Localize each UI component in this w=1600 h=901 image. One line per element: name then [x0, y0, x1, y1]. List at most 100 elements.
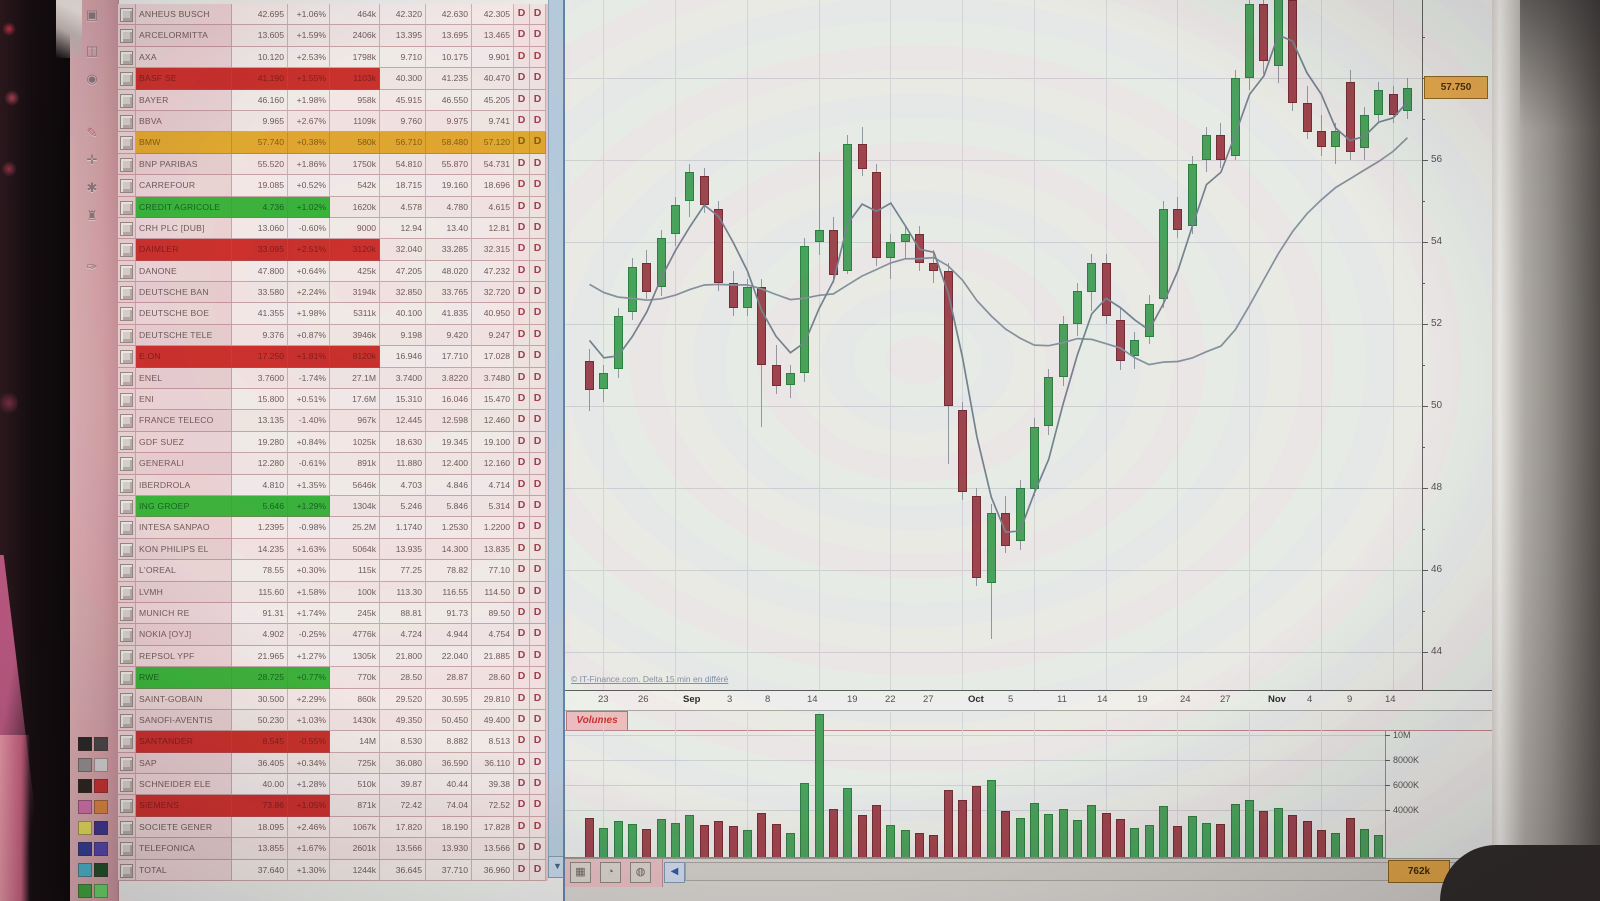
row-edit-icon[interactable]	[118, 688, 136, 710]
table-row[interactable]: ANHEUS BUSCH 42.695 +1.06% 464k 42.320 42.630…	[118, 4, 548, 26]
table-row[interactable]: TELEFONICA 13.855 +1.67% 2601k 13.566 13.930 1…	[118, 838, 548, 860]
row-edit-icon[interactable]	[118, 709, 136, 732]
color-swatch[interactable]	[78, 863, 92, 877]
expand-arrow-icon[interactable]: D	[530, 517, 546, 539]
expand-arrow-icon[interactable]: D	[514, 752, 530, 775]
globe-icon[interactable]: ◉	[86, 71, 98, 86]
row-edit-icon[interactable]	[118, 346, 136, 368]
expand-arrow-icon[interactable]: D	[530, 410, 546, 432]
expand-arrow-icon[interactable]: D	[514, 303, 530, 325]
table-row[interactable]: BAYER 46.160 +1.98% 958k 45.915 46.550 45.205 D…	[118, 89, 548, 111]
expand-arrow-icon[interactable]: D	[530, 453, 546, 475]
expand-arrow-icon[interactable]: D	[530, 431, 546, 454]
expand-arrow-icon[interactable]: D	[530, 624, 546, 646]
color-swatch[interactable]	[94, 842, 108, 856]
expand-arrow-icon[interactable]: D	[514, 431, 530, 454]
color-swatch[interactable]	[94, 863, 108, 877]
crosshair-icon[interactable]: ✛	[86, 152, 98, 167]
color-swatch[interactable]	[78, 758, 92, 772]
color-swatch[interactable]	[94, 884, 108, 898]
expand-arrow-icon[interactable]: D	[514, 688, 530, 710]
table-row[interactable]: MUNICH RE 91.31 +1.74% 245k 88.81 91.73 89.50 D…	[118, 602, 548, 625]
table-row[interactable]: SAINT-GOBAIN 30.500 +2.29% 860k 29.520 30.595…	[118, 688, 548, 710]
expand-arrow-icon[interactable]: D	[514, 110, 530, 133]
clock-icon[interactable]: ◔	[600, 862, 621, 883]
table-row[interactable]: DAIMLER 33.095 +2.51% 3120k 32.040 33.285 32.3…	[118, 239, 548, 261]
row-edit-icon[interactable]	[118, 132, 136, 154]
expand-arrow-icon[interactable]: D	[530, 389, 546, 411]
scroll-left-button[interactable]: ◀	[664, 862, 685, 883]
expand-arrow-icon[interactable]: D	[530, 688, 546, 710]
expand-arrow-icon[interactable]: D	[530, 4, 546, 26]
table-row[interactable]: SOCIETE GENER 18.095 +2.46% 1067k 17.820 18.1…	[118, 816, 548, 839]
expand-arrow-icon[interactable]: D	[514, 389, 530, 411]
color-swatch[interactable]	[78, 779, 92, 793]
expand-arrow-icon[interactable]: D	[530, 260, 546, 283]
table-row[interactable]: LVMH 115.60 +1.58% 100k 113.30 116.55 114.50 D D	[118, 581, 548, 603]
table-row[interactable]: E.ON 17.250 +1.81% 8120k 16.946 17.710 17.028 D…	[118, 346, 548, 368]
expand-arrow-icon[interactable]: D	[530, 495, 546, 518]
expand-arrow-icon[interactable]: D	[530, 217, 546, 240]
expand-arrow-icon[interactable]: D	[530, 324, 546, 347]
table-row[interactable]: DEUTSCHE TELE 9.376 +0.87% 3946k 9.198 9.420 9…	[118, 324, 548, 347]
hand-icon[interactable]: ✑	[86, 259, 98, 274]
color-swatch[interactable]	[78, 800, 92, 814]
color-swatch[interactable]	[94, 758, 108, 772]
expand-arrow-icon[interactable]: D	[530, 367, 546, 390]
row-edit-icon[interactable]	[118, 795, 136, 817]
expand-arrow-icon[interactable]: D	[514, 68, 530, 90]
pencil-icon[interactable]: ✎	[86, 125, 98, 140]
row-edit-icon[interactable]	[118, 389, 136, 411]
color-swatch[interactable]	[94, 821, 108, 835]
expand-arrow-icon[interactable]: D	[530, 667, 546, 689]
row-edit-icon[interactable]	[118, 517, 136, 539]
expand-arrow-icon[interactable]: D	[514, 774, 530, 796]
row-edit-icon[interactable]	[118, 431, 136, 454]
table-row[interactable]: SIEMENS 73.86 +1.05% 871k 72.42 74.04 72.52 D D	[118, 795, 548, 817]
expand-arrow-icon[interactable]: D	[530, 538, 546, 561]
expand-arrow-icon[interactable]: D	[530, 89, 546, 111]
row-edit-icon[interactable]	[118, 453, 136, 475]
expand-arrow-icon[interactable]: D	[514, 196, 530, 218]
expand-arrow-icon[interactable]: D	[530, 581, 546, 603]
expand-arrow-icon[interactable]: D	[530, 110, 546, 133]
table-row[interactable]: GENERALI 12.280 -0.61% 891k 11.880 12.400 12.1…	[118, 453, 548, 475]
expand-arrow-icon[interactable]: D	[514, 816, 530, 839]
row-edit-icon[interactable]	[118, 645, 136, 668]
table-row[interactable]: AXA 10.120 +2.53% 1798k 9.710 10.175 9.901 D D	[118, 46, 548, 69]
table-row[interactable]: GDF SUEZ 19.280 +0.84% 1025k 18.630 19.345 19.…	[118, 431, 548, 454]
table-row[interactable]: TOTAL 37.640 +1.30% 1244k 36.645 37.710 36.960…	[118, 859, 548, 882]
expand-arrow-icon[interactable]: D	[530, 175, 546, 197]
expand-arrow-icon[interactable]: D	[514, 667, 530, 689]
color-swatch[interactable]	[94, 800, 108, 814]
expand-arrow-icon[interactable]: D	[514, 838, 530, 860]
table-row[interactable]: SANOFI-AVENTIS 50.230 +1.03% 1430k 49.350 50.…	[118, 709, 548, 732]
window-icon[interactable]: ▣	[85, 7, 99, 22]
table-row[interactable]: RWE 28.725 +0.77% 770k 28.50 28.87 28.60 D D	[118, 667, 548, 689]
color-swatch[interactable]	[78, 821, 92, 835]
color-swatch[interactable]	[94, 737, 108, 751]
expand-arrow-icon[interactable]: D	[530, 709, 546, 732]
row-edit-icon[interactable]	[118, 495, 136, 518]
expand-arrow-icon[interactable]: D	[514, 46, 530, 69]
row-edit-icon[interactable]	[118, 367, 136, 390]
table-row[interactable]: ENEL 3.7600 -1.74% 27.1M 3.7400 3.8220 3.7480 D…	[118, 367, 548, 390]
table-row[interactable]: IBERDROLA 4.810 +1.35% 5646k 4.703 4.846 4.714…	[118, 474, 548, 496]
expand-arrow-icon[interactable]: D	[514, 645, 530, 668]
expand-arrow-icon[interactable]: D	[530, 838, 546, 860]
expand-arrow-icon[interactable]: D	[530, 731, 546, 753]
table-row[interactable]: SCHNEIDER ELE 40.00 +1.28% 510k 39.87 40.44 39…	[118, 774, 548, 796]
expand-arrow-icon[interactable]: D	[530, 46, 546, 69]
expand-arrow-icon[interactable]: D	[514, 175, 530, 197]
chart-horizontal-scrollbar[interactable]	[685, 862, 1485, 881]
table-row[interactable]: DEUTSCHE BOE 41.355 +1.98% 5311k 40.100 41.83…	[118, 303, 548, 325]
row-edit-icon[interactable]	[118, 196, 136, 218]
row-edit-icon[interactable]	[118, 816, 136, 839]
table-row[interactable]: REPSOL YPF 21.965 +1.27% 1305k 21.800 22.040 2…	[118, 645, 548, 668]
expand-arrow-icon[interactable]: D	[530, 560, 546, 582]
row-edit-icon[interactable]	[118, 474, 136, 496]
expand-arrow-icon[interactable]: D	[514, 709, 530, 732]
volume-plot[interactable]	[565, 712, 1385, 858]
table-row[interactable]: BASF SE 41.190 +1.55% 1103k 40.300 41.235 40.4…	[118, 68, 548, 90]
expand-arrow-icon[interactable]: D	[514, 153, 530, 176]
